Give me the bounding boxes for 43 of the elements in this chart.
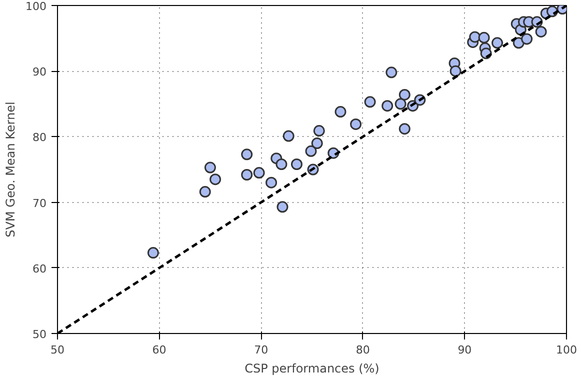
x-tick-label: 70: [254, 344, 268, 356]
y-tick-label: 100: [26, 0, 47, 13]
point: [382, 100, 394, 112]
x-tick-label: 80: [356, 344, 370, 356]
point: [311, 138, 323, 149]
point: [305, 145, 317, 157]
point: [241, 148, 253, 160]
point: [478, 32, 490, 44]
point: [469, 31, 481, 43]
point: [253, 167, 265, 179]
point: [199, 186, 211, 198]
point: [364, 96, 376, 108]
point: [276, 201, 288, 213]
point: [398, 88, 410, 100]
y-tick-label: 70: [32, 196, 47, 210]
point: [521, 33, 533, 45]
point: [282, 130, 294, 142]
y-tick-label: 50: [32, 328, 47, 341]
point: [210, 174, 222, 186]
y-axis-title: SVM Geo. Mean Kernel: [4, 102, 18, 238]
x-tick-label: 90: [458, 344, 472, 356]
y-tick-label: 80: [32, 131, 47, 144]
x-tick-label: 100: [556, 344, 577, 356]
point: [334, 106, 346, 118]
point: [350, 118, 362, 130]
point: [386, 66, 398, 78]
point: [241, 169, 253, 180]
y-tick-label: 90: [32, 66, 47, 79]
x-tick-label: 50: [50, 344, 64, 356]
y-tick-label: 60: [32, 262, 47, 276]
point: [266, 176, 278, 188]
point: [290, 158, 302, 170]
point: [276, 158, 288, 170]
point: [398, 123, 410, 135]
point: [204, 162, 216, 174]
point: [147, 247, 159, 259]
point: [450, 65, 462, 77]
x-axis-title: CSP performances (%): [244, 362, 380, 376]
x-tick-label: 60: [152, 344, 166, 356]
point: [313, 125, 325, 137]
point: [394, 98, 406, 110]
point: [535, 26, 547, 38]
point: [492, 37, 504, 49]
